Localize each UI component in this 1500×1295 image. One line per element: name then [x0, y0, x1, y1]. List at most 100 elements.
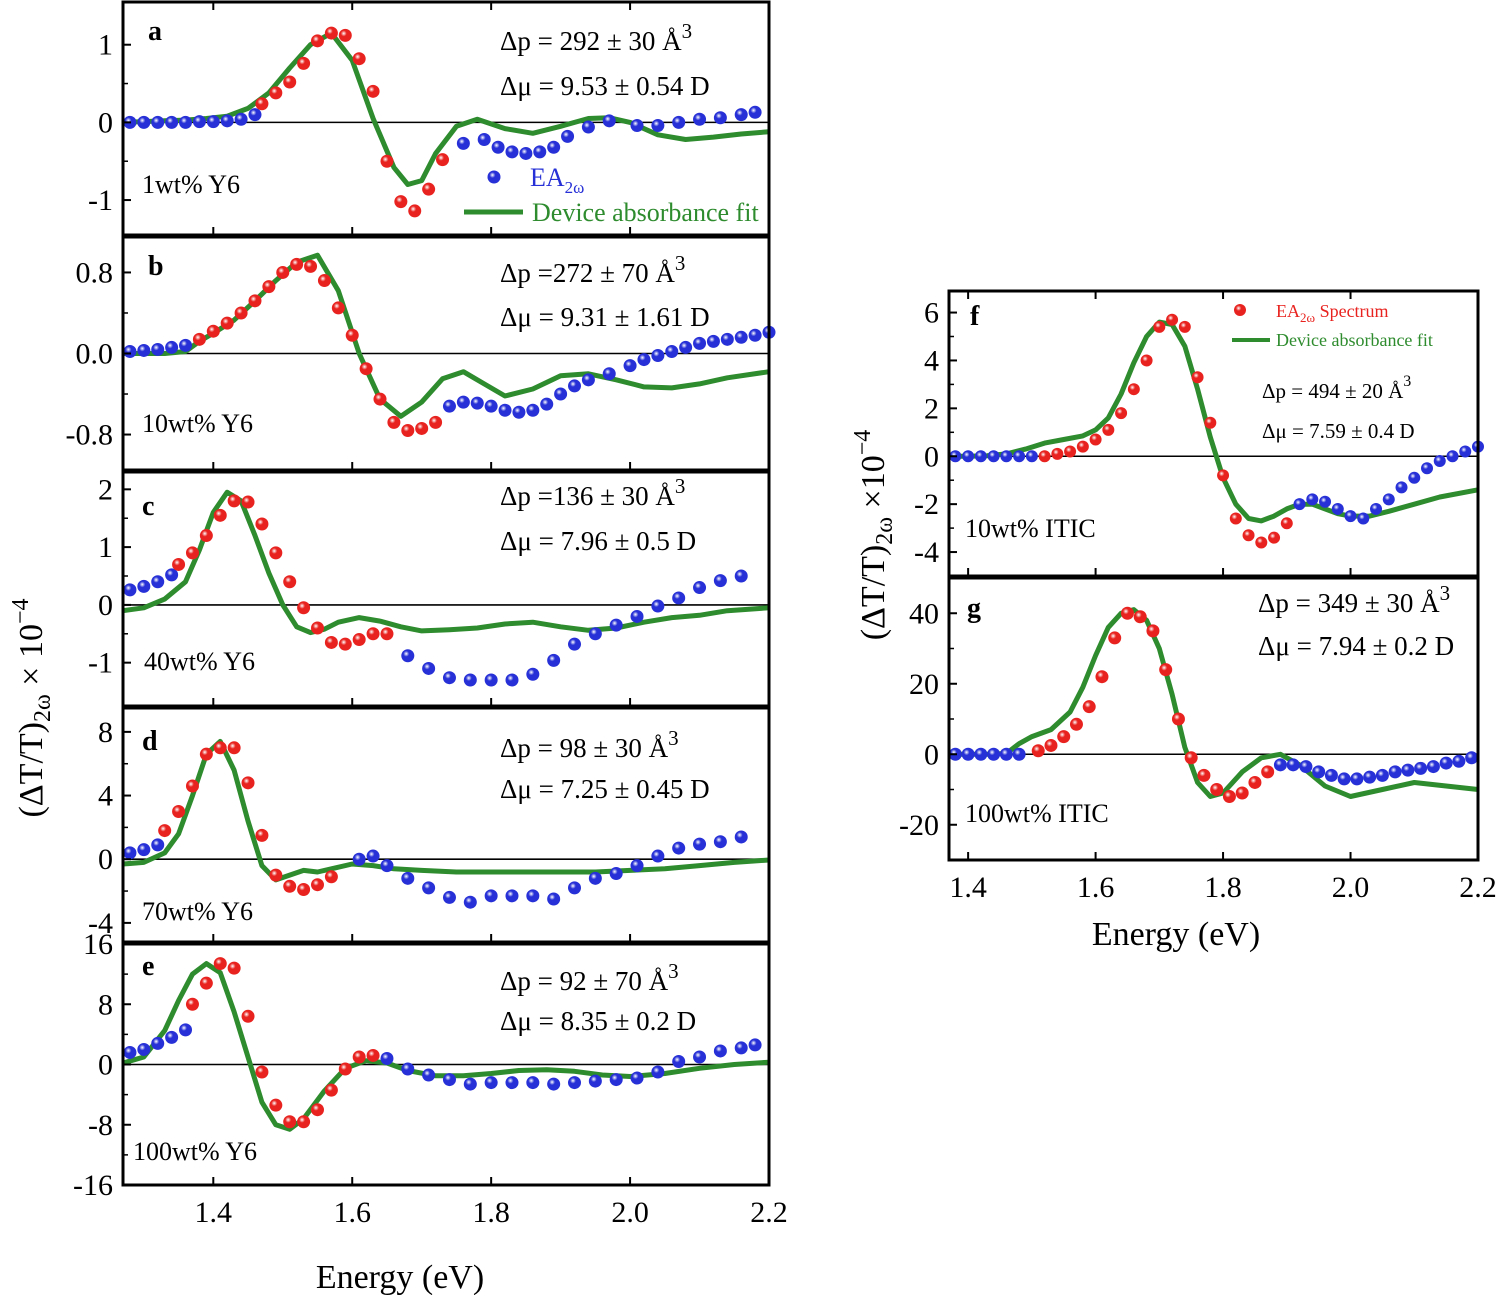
- ea-blue-point: [609, 618, 623, 632]
- ea-blue-point: [505, 673, 519, 687]
- panel-frame: [121, 0, 771, 237]
- y-tick-label: 2: [98, 473, 113, 506]
- ea-blue-point: [561, 129, 575, 143]
- ea-red-point: [269, 546, 283, 560]
- legend-fit-label: Device absorbance fit: [532, 198, 759, 227]
- ea-blue-point: [137, 115, 151, 129]
- ea-red-point: [352, 52, 366, 66]
- ea-red-point: [310, 1103, 324, 1117]
- ea-blue-point: [470, 396, 484, 410]
- ea-red-point: [255, 97, 269, 111]
- ea-red-point: [192, 332, 206, 346]
- y-tick-label: -16: [73, 1169, 113, 1202]
- ea-blue-point: [1324, 768, 1338, 782]
- ea-red-point: [1089, 433, 1102, 446]
- ea-blue-point: [1306, 493, 1319, 506]
- ea-red-point: [269, 1098, 283, 1112]
- annotation-dp: Δp = 494 ± 20 Å3: [1262, 373, 1411, 403]
- ea-blue-point: [1331, 502, 1344, 515]
- ea-red-point: [241, 1009, 255, 1023]
- ea-red-point: [304, 259, 318, 273]
- ea-blue-point: [380, 859, 394, 873]
- ea-blue-point: [526, 667, 540, 681]
- ea-red-point: [429, 415, 443, 429]
- panel-letter: e: [142, 951, 154, 982]
- ea-red-point: [199, 976, 213, 990]
- ea-blue-point: [248, 108, 262, 122]
- panel-letter: c: [142, 491, 154, 522]
- right-x-axis-title: Energy (eV): [1092, 916, 1260, 953]
- ea-blue-point: [651, 599, 665, 613]
- y-tick-label: -20: [899, 809, 939, 842]
- ea-blue-point: [999, 747, 1013, 761]
- ea-red-point: [1204, 416, 1217, 429]
- ea-blue-point: [540, 397, 554, 411]
- panel-frame: [121, 706, 771, 944]
- ea-red-point: [387, 415, 401, 429]
- x-tick-label: 2.0: [611, 1196, 649, 1229]
- y-tick-label: -0.8: [66, 419, 114, 452]
- ea-blue-point: [961, 747, 975, 761]
- ea-red-point: [297, 882, 311, 896]
- y-tick-label: 0: [98, 106, 113, 139]
- ea-blue-point: [519, 146, 533, 160]
- ea-blue-point: [693, 837, 707, 851]
- ea-red-point: [283, 1115, 297, 1129]
- ea-red-point: [331, 301, 345, 315]
- ea-red-point: [366, 84, 380, 98]
- ea-blue-point: [1293, 498, 1306, 511]
- panel-d: 8 4 0 -4 d 70wt% Y6 Δp = 98 ± 30 Å3 Δμ = 7.25 ±…: [88, 706, 771, 944]
- ea-blue-point: [352, 852, 366, 866]
- ea-blue-point: [484, 1076, 498, 1090]
- ea-blue-point: [1363, 770, 1377, 784]
- legend-ea-label: EA2ω: [530, 163, 584, 197]
- ea-blue-point: [1395, 481, 1408, 494]
- ea-blue-point: [1312, 765, 1326, 779]
- ea-red-point: [338, 28, 352, 42]
- ea-blue-point: [987, 747, 1001, 761]
- ea-red-point: [1031, 744, 1045, 758]
- y-tick-label: 4: [98, 780, 113, 813]
- ea-blue-point: [547, 892, 561, 906]
- ea-blue-point: [568, 379, 582, 393]
- ea-red-point: [1153, 320, 1166, 333]
- y-tick-label: 20: [909, 668, 939, 701]
- ea-blue-point: [672, 841, 686, 855]
- ea-red-point: [1242, 529, 1255, 542]
- ea-red-point: [1038, 450, 1051, 463]
- ea-blue-point: [630, 1071, 644, 1085]
- ea-blue-point: [165, 340, 179, 354]
- ea-blue-point: [1433, 455, 1446, 468]
- ea-blue-point: [484, 673, 498, 687]
- ea-blue-point: [630, 609, 644, 623]
- ea-red-point: [1217, 469, 1230, 482]
- x-tick-label: 2.0: [1332, 871, 1370, 904]
- ea-blue-point: [1025, 450, 1038, 463]
- ea-red-point: [338, 637, 352, 651]
- y-tick-label: 0: [924, 440, 939, 473]
- annotation-dmu: Δμ = 7.94 ± 0.2 D: [1258, 631, 1454, 661]
- ea-red-point: [199, 529, 213, 543]
- ea-blue-point: [1350, 772, 1364, 786]
- ea-blue-point: [463, 895, 477, 909]
- ea-red-point: [1140, 354, 1153, 367]
- ea-blue-point: [366, 849, 380, 863]
- ea-blue-point: [588, 1074, 602, 1088]
- x-tick-label: 1.8: [1204, 871, 1242, 904]
- ea-red-point: [227, 494, 241, 508]
- ea-red-point: [1171, 712, 1185, 726]
- annotation-dmu: Δμ = 7.25 ± 0.45 D: [500, 774, 710, 804]
- ea-blue-point: [713, 111, 727, 125]
- ea-blue-point: [123, 1045, 137, 1059]
- ea-blue-point: [484, 889, 498, 903]
- ea-blue-point: [498, 403, 512, 417]
- ea-blue-point: [693, 581, 707, 595]
- ea-red-point: [394, 195, 408, 209]
- panel-frame: [121, 470, 771, 708]
- x-tick-label: 1.6: [333, 1196, 371, 1229]
- y-tick-label: -4: [88, 907, 113, 940]
- ea-red-point: [255, 828, 269, 842]
- x-tick-label: 1.6: [1077, 871, 1115, 904]
- ea-red-point: [1191, 371, 1204, 384]
- x-tick-label: 2.2: [1459, 871, 1497, 904]
